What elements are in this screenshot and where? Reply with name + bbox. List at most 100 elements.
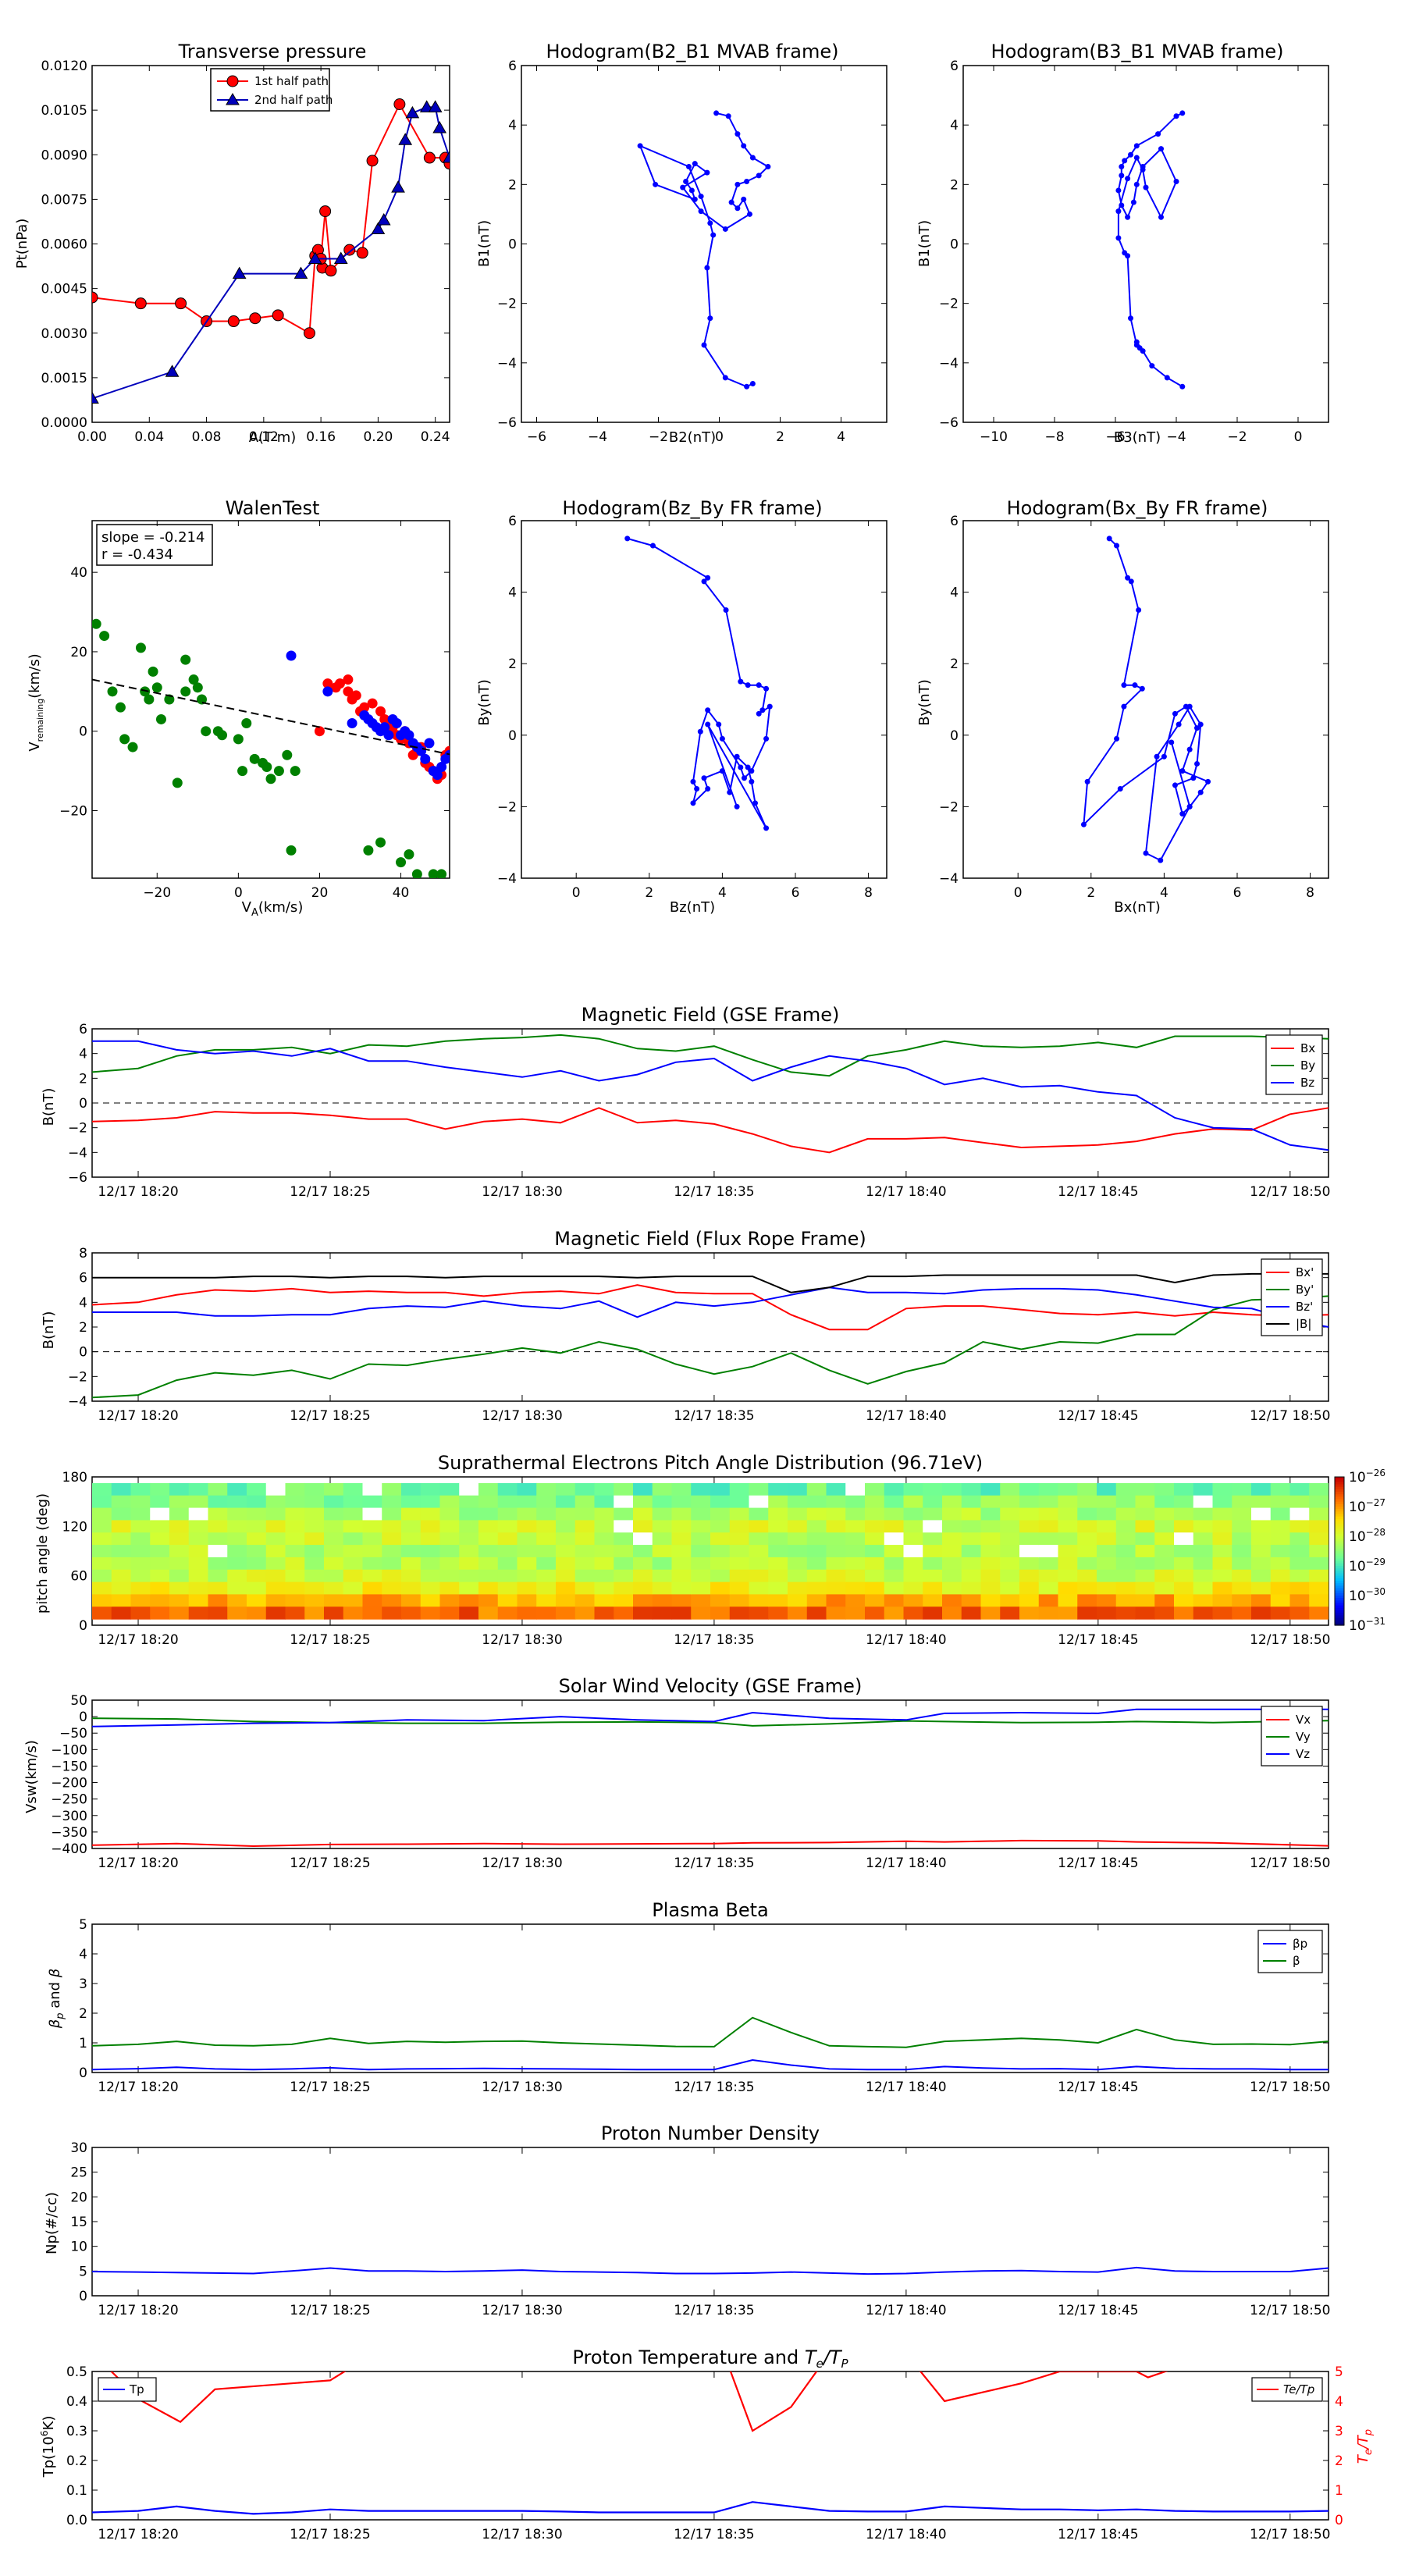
pad-cell — [1154, 1582, 1175, 1596]
pad-cell — [536, 1606, 557, 1620]
hodo3-point — [690, 778, 696, 785]
pad-colorbar-cell — [1335, 1514, 1344, 1517]
mag_gse-xtick-label: 12/17 18:25 — [290, 1184, 370, 1200]
vsw-legend-label: Vz — [1296, 1747, 1310, 1761]
hodo1-point — [756, 173, 762, 179]
pad-cell — [150, 1557, 170, 1571]
pad-cell — [1000, 1606, 1020, 1620]
pad-cell — [691, 1520, 711, 1533]
mag_gse-xtick-label: 12/17 18:40 — [866, 1184, 946, 1200]
pad-cell — [517, 1594, 537, 1607]
transverse-ytick-label: 0.0105 — [41, 103, 87, 119]
vsw-ytick-label: −150 — [51, 1759, 87, 1774]
pad-cell — [382, 1532, 402, 1546]
hodo2-point — [1164, 375, 1170, 381]
pad-cell — [1193, 1482, 1214, 1496]
vsw-ytick-label: −200 — [51, 1776, 87, 1791]
panel-np: Proton Number Density Np(#/cc) — [44, 2122, 820, 2254]
beta-xtick-label: 12/17 18:50 — [1250, 2080, 1330, 2095]
pad-cell — [1154, 1545, 1175, 1558]
pad-cell — [343, 1507, 364, 1521]
np-xtick-label: 12/17 18:40 — [866, 2303, 946, 2318]
pad-cell — [208, 1606, 228, 1620]
pad-cell — [459, 1507, 479, 1521]
pad-cell — [923, 1569, 943, 1583]
pad-cell — [247, 1569, 267, 1583]
pad-cell — [1097, 1557, 1117, 1571]
pad-cell — [710, 1532, 731, 1546]
pad-cell — [1193, 1557, 1214, 1571]
hodo4-point — [1106, 535, 1112, 542]
walen-ytick-label: −20 — [59, 803, 87, 819]
pad-colorbar-label: 10−31 — [1349, 1616, 1385, 1634]
pad-cell — [1038, 1594, 1059, 1607]
pad-cell — [788, 1495, 808, 1509]
pad-cell — [1251, 1582, 1272, 1596]
mag_fr-ytick-label: 4 — [79, 1295, 87, 1311]
hodo2-point — [1133, 155, 1140, 161]
pad-cell — [884, 1495, 905, 1509]
hodo2-point — [1173, 179, 1179, 185]
pad-cell — [1232, 1495, 1252, 1509]
pad-cell — [478, 1569, 499, 1583]
vsw-xtick-label: 12/17 18:45 — [1058, 1856, 1138, 1871]
tp-xtick-label: 12/17 18:50 — [1250, 2527, 1330, 2542]
pad-cell — [382, 1557, 402, 1571]
pad-cell — [459, 1582, 479, 1596]
pad-cell — [401, 1594, 422, 1607]
tp-y2tick-label: 3 — [1335, 2424, 1343, 2439]
pad-cell — [362, 1520, 382, 1533]
walen-point — [237, 766, 248, 777]
pad-cell — [536, 1557, 557, 1571]
pad-cell — [594, 1606, 614, 1620]
hodo4-point — [1080, 821, 1087, 827]
pad-cell — [671, 1545, 692, 1558]
pad-cell — [420, 1582, 441, 1596]
pad-cell — [459, 1495, 479, 1509]
pad-cell — [362, 1482, 382, 1496]
pad-cell — [497, 1594, 518, 1607]
pad-cell — [1289, 1557, 1310, 1571]
pad-cell — [227, 1557, 247, 1571]
walen-point — [350, 690, 361, 701]
hodo4-point — [1084, 778, 1090, 785]
walen-point — [404, 849, 414, 859]
pad-cell — [285, 1532, 305, 1546]
np-xtick-label: 12/17 18:35 — [674, 2303, 754, 2318]
pad-cell — [1174, 1520, 1194, 1533]
pad-colorbar-exponent: −28 — [1366, 1527, 1385, 1538]
pad-cell — [1193, 1569, 1214, 1583]
pad-cell — [614, 1569, 634, 1583]
pad-colorbar-cell — [1335, 1543, 1344, 1547]
vsw-title: Solar Wind Velocity (GSE Frame) — [559, 1675, 863, 1697]
pad-cell — [1309, 1594, 1329, 1607]
pad-cell — [304, 1545, 325, 1558]
vsw-ytick-label: −350 — [51, 1825, 87, 1841]
hodo1-point — [725, 113, 731, 119]
pad-cell — [478, 1532, 499, 1546]
tp-y2label-slash: /T — [1355, 2434, 1371, 2450]
hodo2-point — [1125, 214, 1131, 220]
pad-cell — [188, 1507, 209, 1521]
pad-cell — [1309, 1606, 1329, 1620]
pad-cell — [633, 1507, 653, 1521]
mag_gse-xtick-label: 12/17 18:50 — [1250, 1184, 1330, 1200]
hodo4-point — [1197, 721, 1204, 728]
pad-cell — [169, 1545, 190, 1558]
pad-cell — [691, 1495, 711, 1509]
pad-cell — [169, 1557, 190, 1571]
hodo4-ytick-label: −4 — [939, 871, 959, 887]
pad-cell — [247, 1507, 267, 1521]
vsw-ytick-label: 50 — [70, 1693, 87, 1709]
pad-cell — [652, 1545, 673, 1558]
hodo2-point — [1158, 214, 1164, 220]
np-ytick-label: 30 — [70, 2140, 87, 2156]
pad-cell — [768, 1520, 788, 1533]
pad-cell — [150, 1569, 170, 1583]
pad-cell — [439, 1569, 460, 1583]
walen-point — [172, 777, 183, 788]
pad-cell — [1058, 1532, 1078, 1546]
hodo1-point — [747, 211, 752, 217]
pad-cell — [536, 1520, 557, 1533]
pad-cell — [130, 1582, 151, 1596]
